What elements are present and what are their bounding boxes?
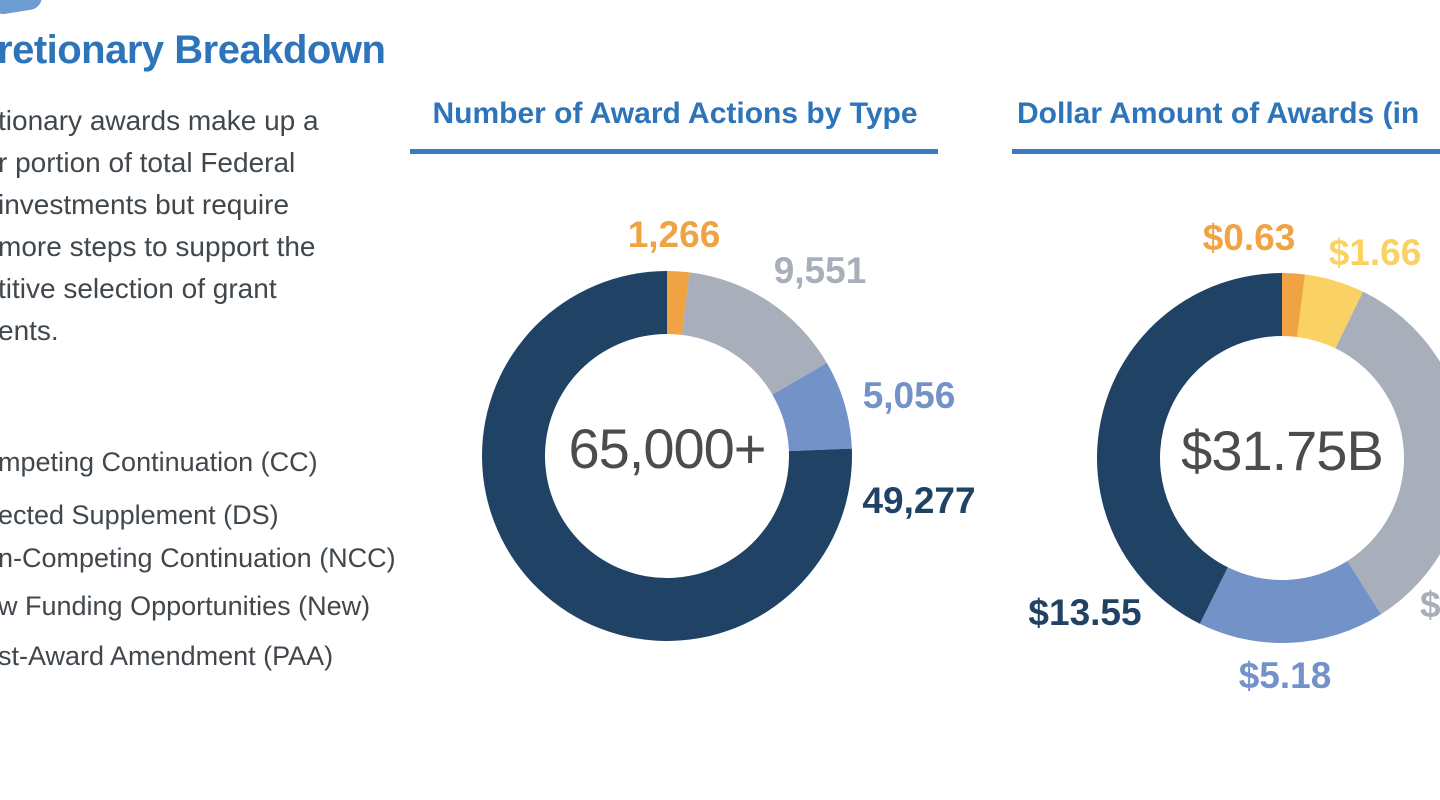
legend-item-paa: st-Award Amendment (PAA) (0, 641, 334, 671)
chart1-center-label: 65,000+ (568, 416, 767, 480)
segment-label: 1,266 (627, 214, 721, 255)
intro-line: r portion of total Federal (0, 147, 296, 178)
segment-label-clipped: $ (1420, 584, 1440, 625)
intro-line: titive selection of grant (0, 273, 277, 304)
segment-label: 9,551 (773, 250, 867, 291)
segment-label: 5,056 (862, 375, 956, 416)
donut-segment (681, 272, 827, 395)
donut-segment (1297, 274, 1363, 349)
donut-segment (667, 271, 690, 335)
intro-line: more steps to support the (0, 231, 316, 262)
segment-label: $1.66 (1328, 232, 1422, 273)
donut-segment (1335, 291, 1440, 615)
intro-line: tionary awards make up a (0, 105, 319, 136)
intro-paragraph: tionary awards make up a r portion of to… (0, 100, 428, 352)
chart1-title: Number of Award Actions by Type (432, 97, 918, 130)
legend-item-new: w Funding Opportunities (New) (0, 591, 371, 621)
intro-line: ents. (0, 315, 59, 346)
page-title: retionary Breakdown (0, 28, 386, 72)
chart2-title: Dollar Amount of Awards (in (1017, 97, 1420, 130)
donut-segment (1199, 561, 1382, 643)
intro-line: investments but require (0, 189, 290, 220)
donut-segment (772, 362, 852, 452)
legend-item-cc: mpeting Continuation (CC) (0, 447, 318, 477)
segment-label: $5.18 (1238, 655, 1332, 696)
donut-segment (1282, 273, 1306, 337)
segment-label: $13.55 (1028, 592, 1142, 633)
donut-segment (1097, 273, 1282, 624)
segment-label: 49,277 (862, 480, 976, 521)
cropped-decoration (0, 0, 44, 16)
donut-segment (482, 271, 852, 641)
donut-chart-svg (1097, 273, 1440, 643)
segment-label: $0.63 (1202, 217, 1296, 258)
chart1-title-underline (410, 149, 938, 154)
chart2-title-underline (1012, 149, 1440, 154)
donut-chart-svg (482, 271, 852, 641)
chart1-donut: 65,000+ (482, 271, 852, 641)
legend-item-ncc: n-Competing Continuation (NCC) (0, 543, 396, 573)
legend-item-ds: ected Supplement (DS) (0, 500, 279, 530)
chart2-center-label: $31.75B (1181, 418, 1384, 482)
chart2-donut: $31.75B (1097, 273, 1440, 643)
